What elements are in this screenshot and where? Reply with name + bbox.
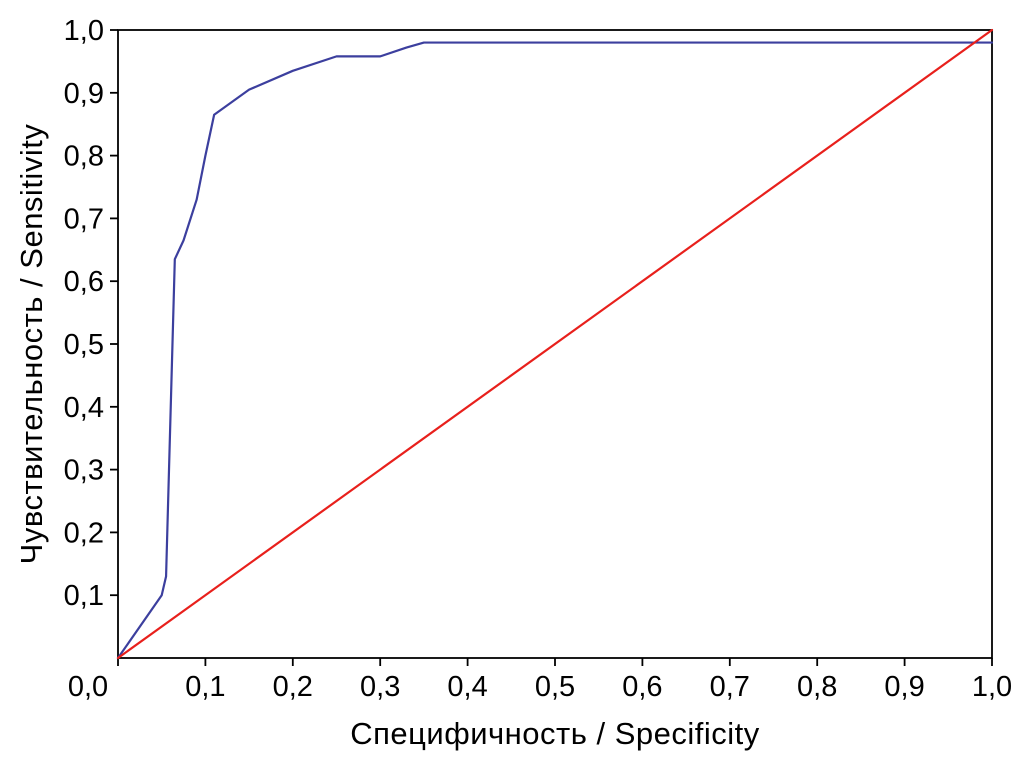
reference-diagonal-line bbox=[116, 28, 994, 660]
y-tick-label: 0,8 bbox=[64, 141, 104, 173]
y-tick-label: 0,5 bbox=[64, 329, 104, 361]
y-tick-label: 0,6 bbox=[64, 266, 104, 298]
y-tick-label: 0,2 bbox=[64, 517, 104, 549]
x-tick-label: 0,2 bbox=[273, 671, 313, 703]
y-tick-label: 1,0 bbox=[64, 15, 104, 47]
x-tick-label: 0,0 bbox=[68, 671, 108, 703]
y-tick-label: 0,4 bbox=[64, 392, 104, 424]
y-tick-label: 0,7 bbox=[64, 203, 104, 235]
x-tick-label: 0,4 bbox=[447, 671, 487, 703]
x-axis-title: Специфичность / Specificity bbox=[350, 716, 760, 751]
y-tick-label: 0,9 bbox=[64, 78, 104, 110]
roc-curve-line bbox=[116, 41, 994, 660]
x-tick-label: 0,7 bbox=[710, 671, 750, 703]
x-tick-label: 0,3 bbox=[360, 671, 400, 703]
x-tick-label: 0,9 bbox=[884, 671, 924, 703]
x-tick-label: 0,5 bbox=[535, 671, 575, 703]
x-tick-label: 0,6 bbox=[622, 671, 662, 703]
x-tick-label: 1,0 bbox=[972, 671, 1012, 703]
x-tick-label: 0,1 bbox=[185, 671, 225, 703]
x-tick-label: 0,8 bbox=[797, 671, 837, 703]
y-axis-title: Чувствительность / Sensitivity bbox=[14, 123, 49, 565]
y-tick-label: 0,1 bbox=[64, 580, 104, 612]
y-tick-label: 0,3 bbox=[64, 455, 104, 487]
